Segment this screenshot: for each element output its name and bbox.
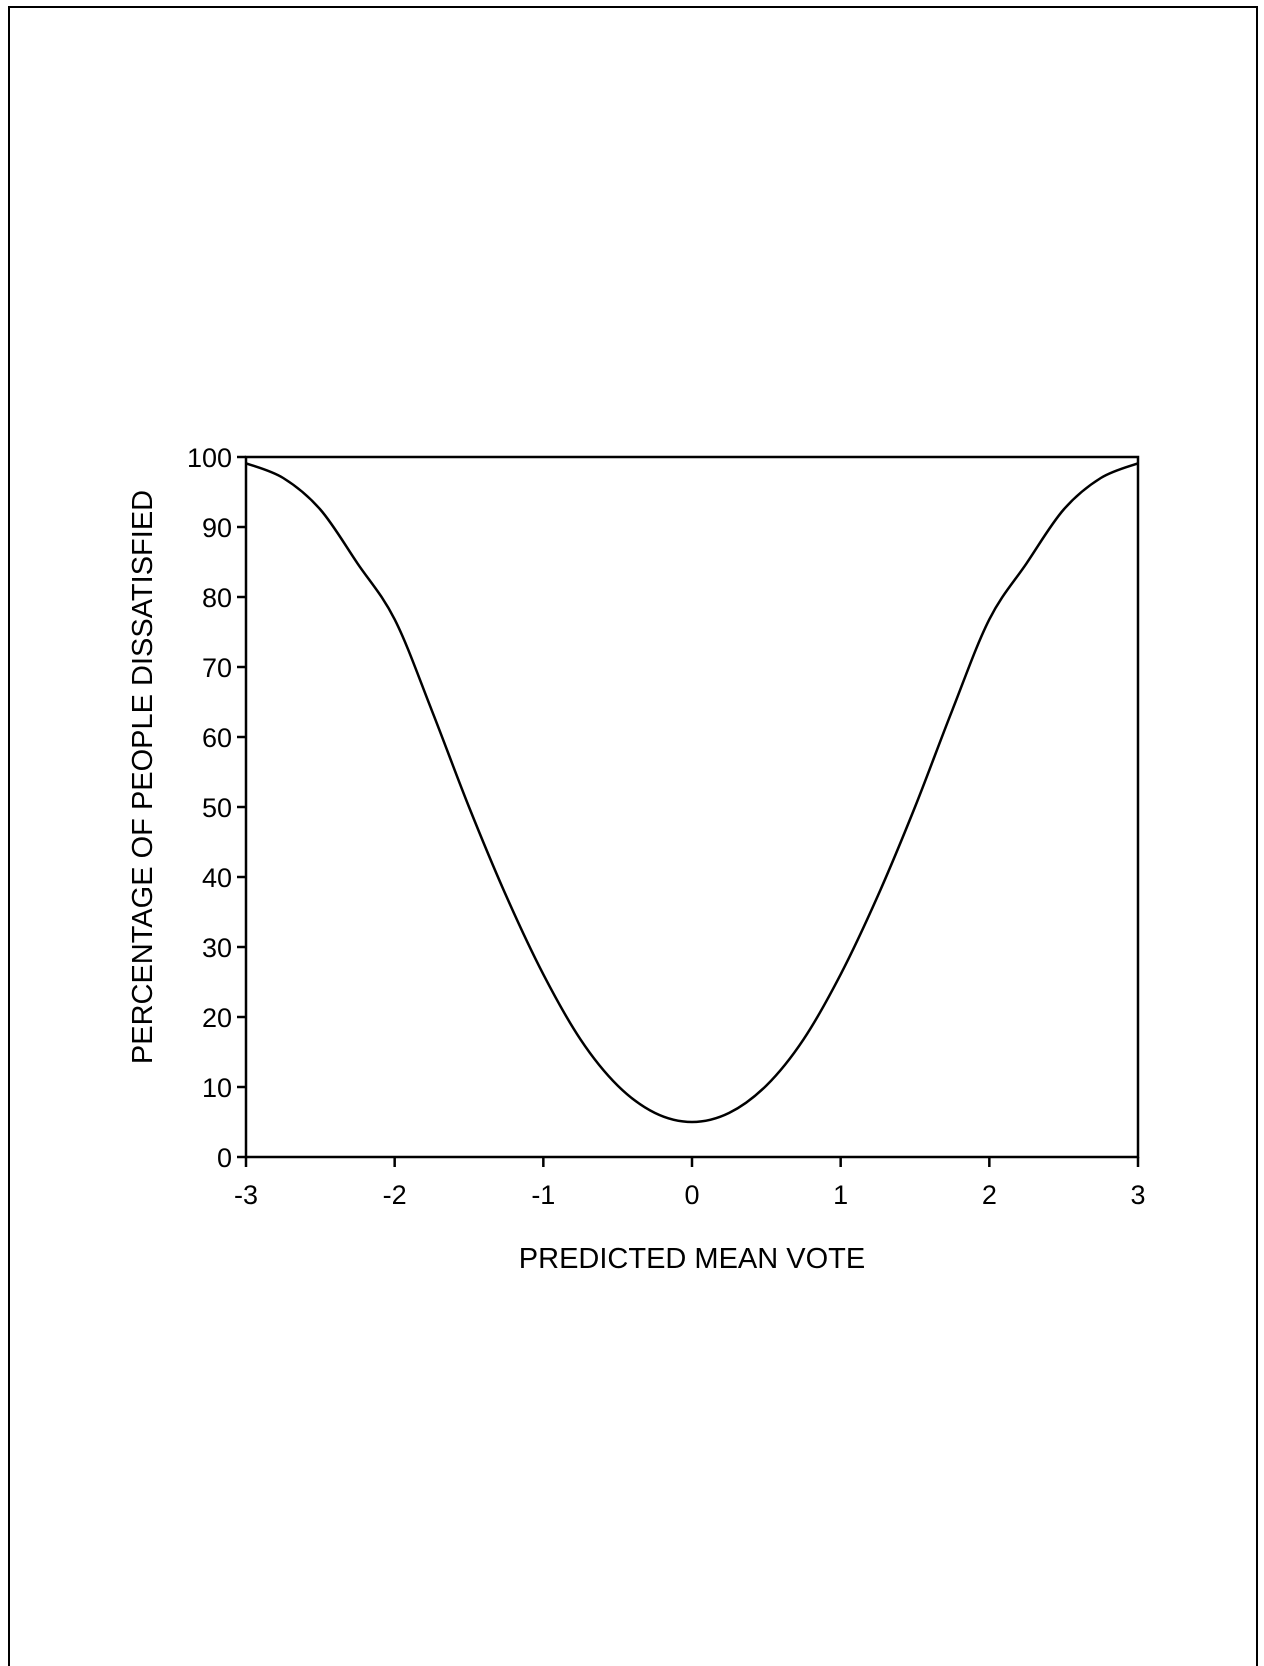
x-tick-label: 0	[684, 1180, 699, 1210]
x-axis-ticks: -3 -2 -1 0 1 2 3	[234, 1157, 1146, 1210]
y-tick-label: 80	[202, 583, 232, 613]
page-frame	[8, 6, 1258, 1666]
series-line	[245, 462, 1139, 1124]
x-tick-label: 3	[1130, 1180, 1145, 1210]
y-tick-label: 20	[202, 1003, 232, 1033]
y-tick-label: 10	[202, 1073, 232, 1103]
x-tick-label: -2	[383, 1180, 407, 1210]
y-axis-title: PERCENTAGE OF PEOPLE DISSATISFIED	[127, 490, 159, 1064]
y-tick-label: 0	[217, 1143, 232, 1173]
x-tick-label: -1	[531, 1180, 555, 1210]
x-tick-label: 2	[982, 1180, 997, 1210]
x-tick-label: -3	[234, 1180, 258, 1210]
y-tick-label: 30	[202, 933, 232, 963]
x-tick-label: 1	[833, 1180, 848, 1210]
y-tick-label: 100	[187, 443, 232, 473]
plot-area-frame	[244, 455, 1140, 1159]
y-tick-label: 50	[202, 793, 232, 823]
y-tick-label: 90	[202, 513, 232, 543]
y-axis-ticks: 0 10 20 30 40 50 60 70 80 90 100	[187, 443, 246, 1173]
x-axis-title: PREDICTED MEAN VOTE	[519, 1243, 865, 1275]
y-tick-label: 60	[202, 723, 232, 753]
y-tick-label: 70	[202, 653, 232, 683]
y-tick-label: 40	[202, 863, 232, 893]
